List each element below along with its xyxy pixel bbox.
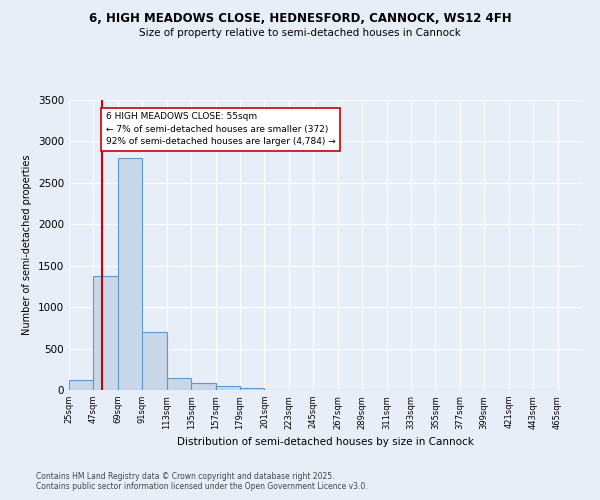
Text: 6 HIGH MEADOWS CLOSE: 55sqm
← 7% of semi-detached houses are smaller (372)
92% o: 6 HIGH MEADOWS CLOSE: 55sqm ← 7% of semi…: [106, 112, 335, 146]
Bar: [69, 380, 94, 390]
Text: Size of property relative to semi-detached houses in Cannock: Size of property relative to semi-detach…: [139, 28, 461, 38]
Y-axis label: Number of semi-detached properties: Number of semi-detached properties: [22, 155, 32, 336]
Text: Contains public sector information licensed under the Open Government Licence v3: Contains public sector information licen…: [36, 482, 368, 491]
Bar: [118, 158, 142, 390]
Text: 6, HIGH MEADOWS CLOSE, HEDNESFORD, CANNOCK, WS12 4FH: 6, HIGH MEADOWS CLOSE, HEDNESFORD, CANNO…: [89, 12, 511, 26]
X-axis label: Distribution of semi-detached houses by size in Cannock: Distribution of semi-detached houses by …: [177, 437, 474, 447]
Bar: [94, 276, 118, 390]
Bar: [167, 378, 191, 390]
Bar: [240, 388, 265, 390]
Bar: [142, 332, 167, 390]
Text: Contains HM Land Registry data © Crown copyright and database right 2025.: Contains HM Land Registry data © Crown c…: [36, 472, 335, 481]
Bar: [191, 384, 215, 390]
Bar: [215, 386, 240, 390]
